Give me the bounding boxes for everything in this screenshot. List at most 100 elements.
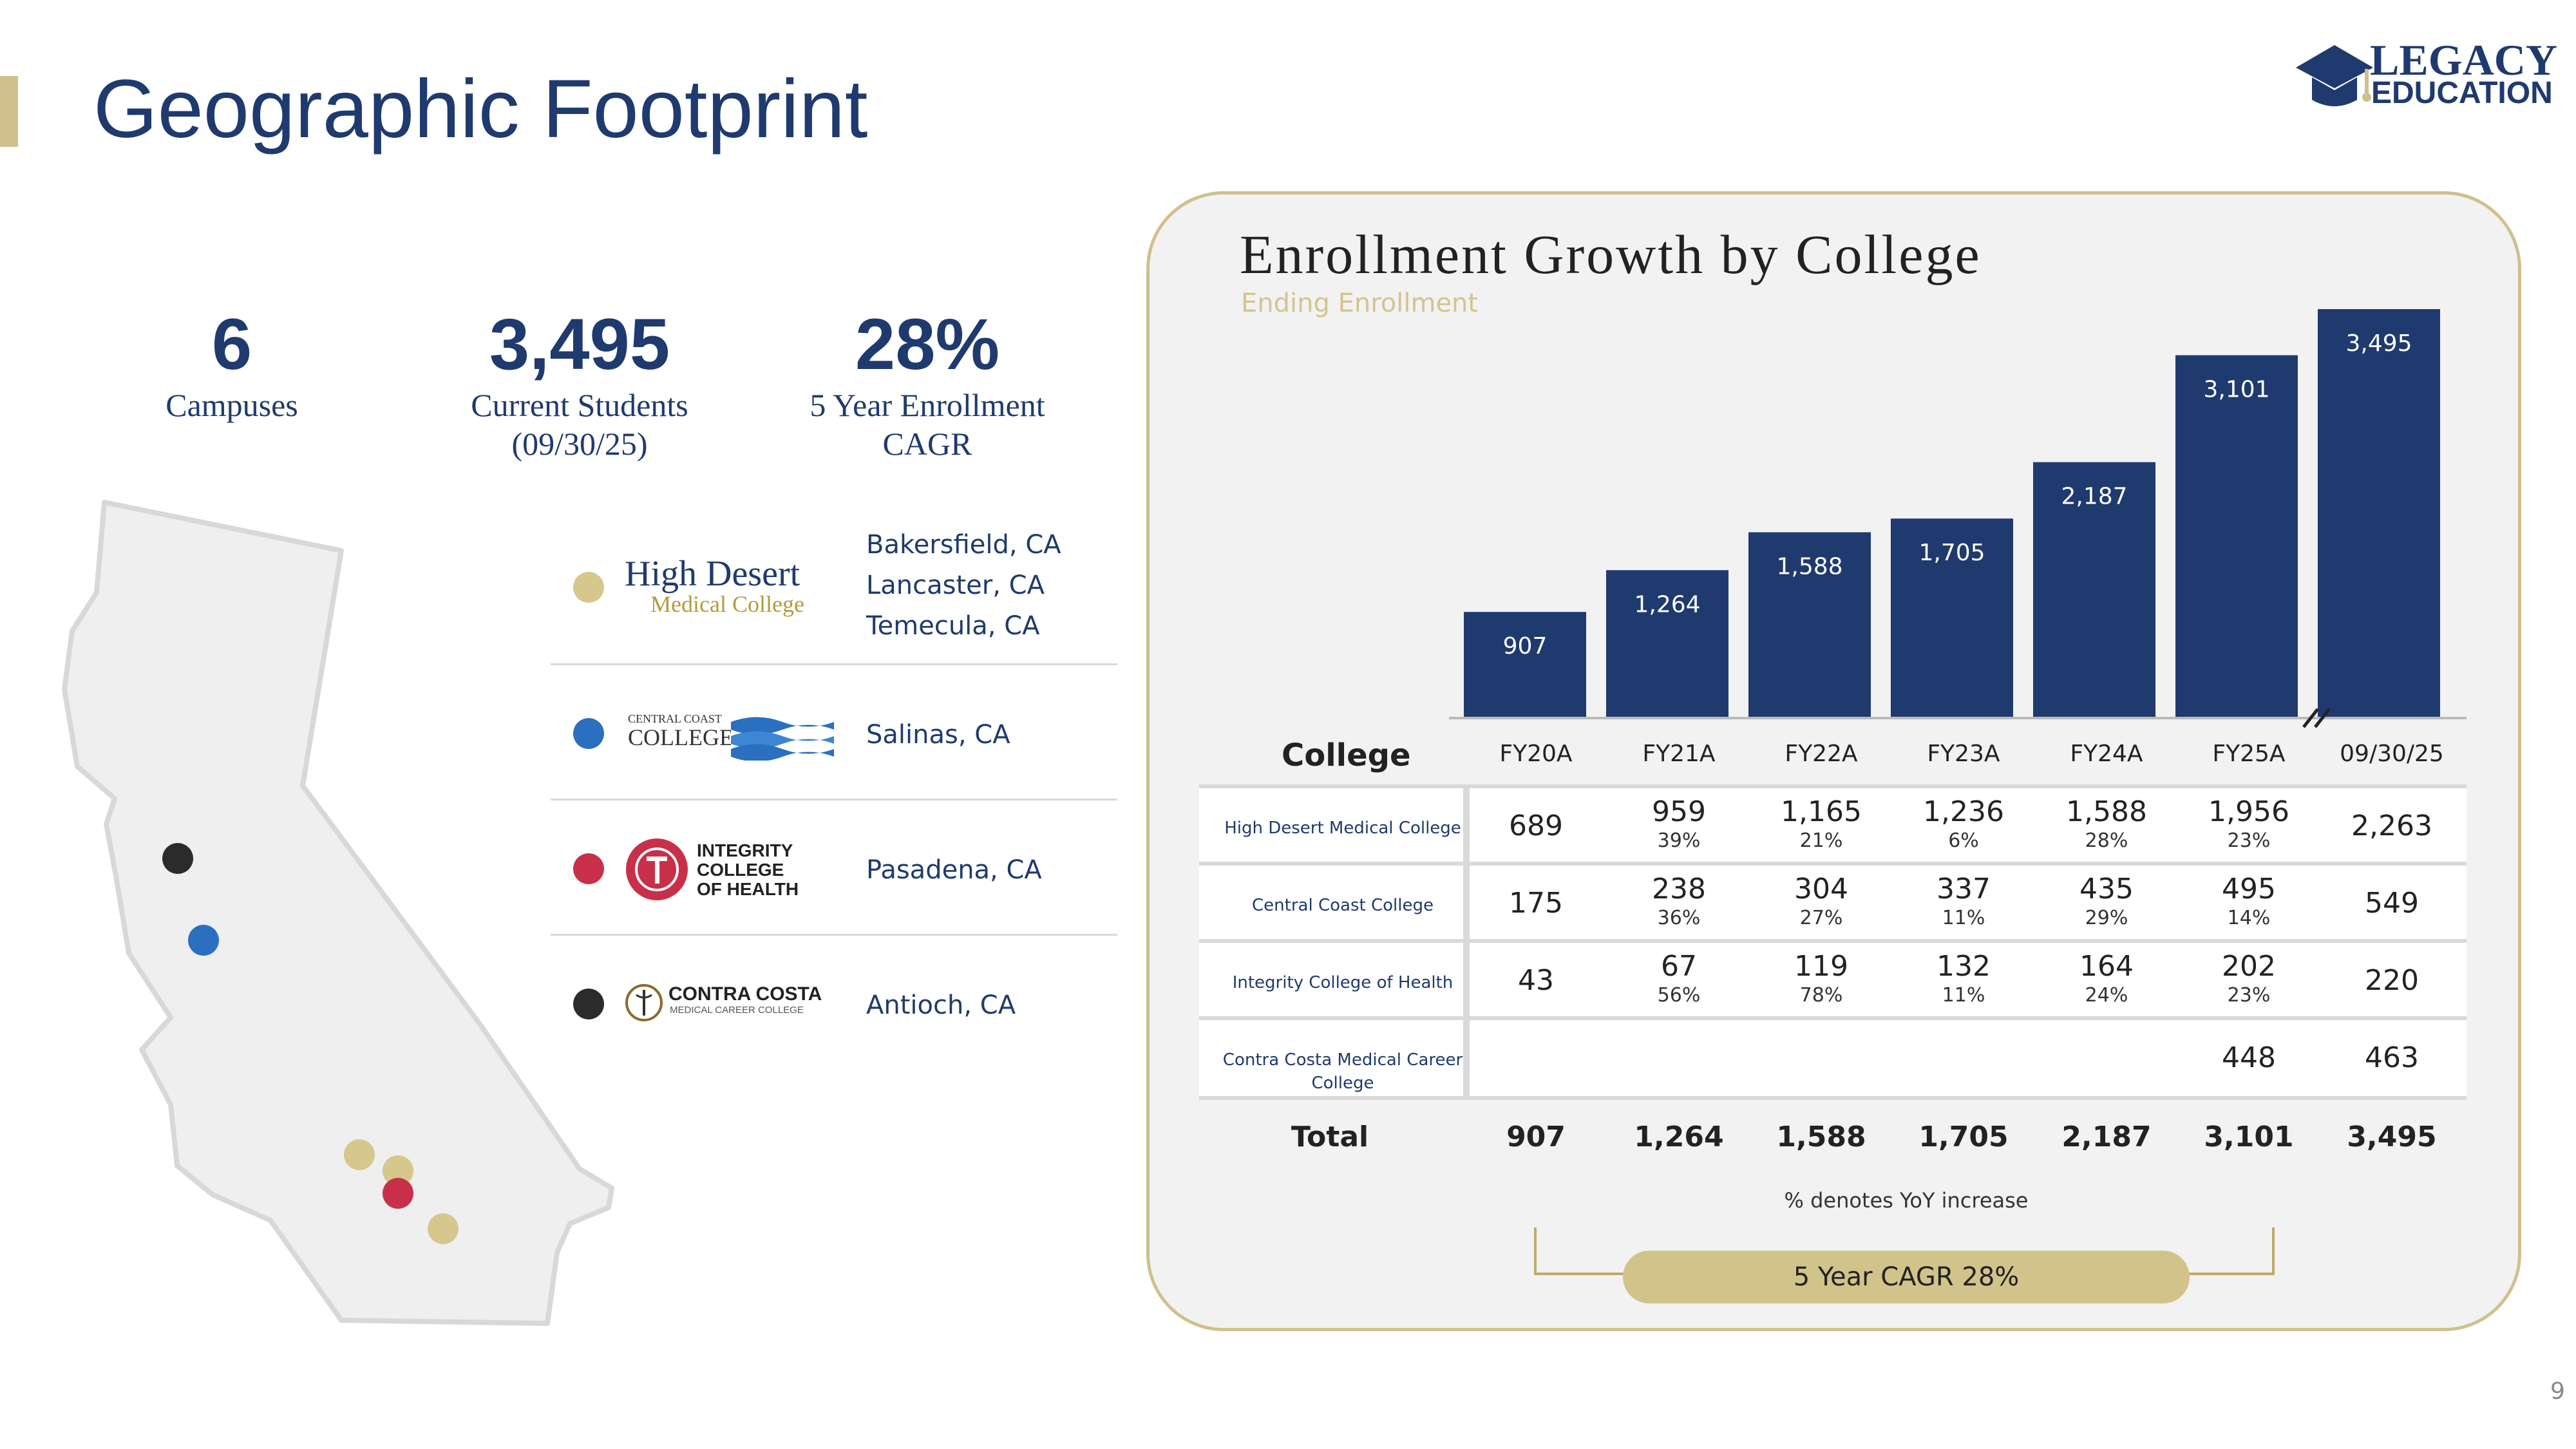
column-header: FY22A bbox=[1785, 741, 1858, 767]
location: Lancaster, CA bbox=[866, 571, 1045, 600]
table-cell-yoy: 29% bbox=[2085, 907, 2128, 929]
location-list: Bakersfield, CA Lancaster, CA Temecula, … bbox=[866, 525, 1061, 647]
integrity-emblem-icon bbox=[626, 838, 688, 900]
legend-dot-blue bbox=[573, 718, 604, 749]
caduceus-icon bbox=[625, 984, 663, 1021]
logo-line1: LEGACY bbox=[2370, 35, 2557, 84]
map-pin-lancaster bbox=[383, 1155, 413, 1186]
table-cell-yoy: 23% bbox=[2227, 829, 2271, 852]
college-row-contra-costa: CONTRA COSTA MEDICAL CAREER COLLEGE Anti… bbox=[551, 937, 1117, 1072]
table-row-divider bbox=[1199, 784, 2467, 788]
table-cell-value: 448 bbox=[2222, 1041, 2276, 1074]
central-coast-logo: CENTRAL COAST COLLEGE bbox=[628, 706, 847, 764]
california-map bbox=[62, 500, 614, 1326]
bar-value-label: 1,264 bbox=[1634, 591, 1700, 618]
logo-subtext: MEDICAL CAREER COLLEGE bbox=[670, 1005, 804, 1016]
logo-text: COLLEGE bbox=[697, 860, 784, 880]
bar-value-label: 2,187 bbox=[2061, 484, 2127, 510]
table-cell-value: 435 bbox=[2079, 873, 2134, 905]
axis-break-mark bbox=[2314, 708, 2331, 728]
enrollment-bar-chart: 907 1,264 1,588 1,705 2,187 3,101 3,495 bbox=[1449, 309, 2467, 728]
total-row-value: 1,264 bbox=[1634, 1121, 1724, 1153]
bar-FY24A bbox=[2033, 462, 2155, 718]
map-pin-bakersfield bbox=[344, 1139, 375, 1170]
table-cell-yoy: 21% bbox=[1799, 829, 1843, 852]
table-cell-yoy: 39% bbox=[1657, 829, 1701, 852]
table-cell-value: 164 bbox=[2079, 950, 2134, 983]
divider bbox=[551, 663, 1117, 665]
chart-subtitle: Ending Enrollment bbox=[1241, 289, 1479, 318]
legend-dot-gold bbox=[573, 572, 604, 603]
logo-text: CENTRAL COAST bbox=[628, 712, 722, 725]
total-row-value: 1,588 bbox=[1776, 1121, 1866, 1153]
table-row-college-label: Integrity College of Health bbox=[1232, 973, 1454, 992]
cagr-bracket bbox=[1534, 1227, 2275, 1275]
table-cell-value: 43 bbox=[1518, 964, 1554, 997]
logo-text: OF HEALTH bbox=[697, 879, 799, 899]
location: Bakersfield, CA bbox=[866, 530, 1061, 560]
table-cell-yoy: 24% bbox=[2085, 984, 2128, 1007]
table-cell-value: 202 bbox=[2222, 950, 2276, 983]
column-header: 09/30/25 bbox=[2340, 741, 2444, 767]
graduation-cap-icon bbox=[2296, 45, 2373, 106]
logo-text: INTEGRITY bbox=[697, 840, 793, 860]
table-row-college-label: High Desert Medical College bbox=[1224, 819, 1461, 838]
table-row-college-label: Contra Costa Medical Career College bbox=[1222, 1050, 1463, 1093]
table-cell-yoy: 23% bbox=[2227, 984, 2271, 1007]
table-cell-value: 1,236 bbox=[1923, 795, 2004, 828]
column-header: FY24A bbox=[2070, 741, 2143, 767]
location: Temecula, CA bbox=[866, 611, 1040, 641]
table-cell-value: 959 bbox=[1652, 795, 1706, 828]
high-desert-logo: High Desert Medical College bbox=[625, 556, 831, 627]
table-cell-yoy: 28% bbox=[2085, 829, 2128, 852]
college-column-header: College bbox=[1282, 737, 1411, 773]
college-row-integrity: INTEGRITY COLLEGE OF HEALTH Pasadena, CA bbox=[551, 802, 1117, 937]
college-row-high-desert: High Desert Medical College Bakersfield,… bbox=[551, 525, 1117, 660]
map-pin-pasadena bbox=[383, 1178, 413, 1209]
map-pin-antioch bbox=[162, 843, 193, 874]
bar-FY20A bbox=[1464, 612, 1586, 718]
table-cell-value: 337 bbox=[1937, 873, 1991, 905]
table-cell-value: 220 bbox=[2365, 964, 2419, 997]
column-header: FY21A bbox=[1642, 741, 1716, 767]
logo-text: CONTRA COSTA bbox=[668, 983, 822, 1005]
stat-current-students: 3,495 Current Students (09/30/25) bbox=[419, 303, 741, 463]
yoy-footnote: % denotes YoY increase bbox=[1784, 1188, 2029, 1213]
total-row-value: 1,705 bbox=[1918, 1121, 2009, 1153]
stat-label-cagr: CAGR bbox=[882, 426, 972, 462]
table-cell-value: 1,588 bbox=[2066, 795, 2147, 828]
stat-label: Current Students bbox=[471, 387, 688, 423]
table-cell-value: 1,165 bbox=[1781, 795, 1862, 828]
bar-FY21A bbox=[1606, 570, 1728, 718]
table-cell-yoy: 36% bbox=[1657, 907, 1701, 929]
table-cell-value: 549 bbox=[2365, 887, 2419, 920]
table-cell-value: 304 bbox=[1794, 873, 1848, 905]
legacy-education-logo: LEGACY EDUCATION bbox=[2293, 35, 2557, 113]
table-row-divider bbox=[1199, 1016, 2467, 1020]
map-pin-temecula bbox=[428, 1213, 459, 1244]
title-accent-bar bbox=[0, 76, 18, 147]
total-row-value: 907 bbox=[1506, 1121, 1566, 1153]
total-row-value: 3,101 bbox=[2204, 1121, 2294, 1153]
bar-value-label: 907 bbox=[1503, 633, 1548, 659]
table-row-divider bbox=[1199, 1096, 2467, 1100]
location: Antioch, CA bbox=[866, 990, 1016, 1020]
chart-title: Enrollment Growth by College bbox=[1240, 223, 1982, 285]
total-row-label: Total bbox=[1291, 1121, 1369, 1153]
axis-break-mark bbox=[2302, 708, 2319, 728]
stat-campuses: 6 Campuses bbox=[103, 303, 361, 424]
table-cell-yoy: 27% bbox=[1799, 907, 1843, 929]
stat-label: Campuses bbox=[166, 387, 298, 423]
table-cell-value: 495 bbox=[2222, 873, 2276, 905]
legend-dot-black bbox=[573, 989, 604, 1019]
college-row-central-coast: CENTRAL COAST COLLEGE Salinas, CA bbox=[551, 667, 1117, 802]
table-cell-value: 463 bbox=[2365, 1041, 2419, 1074]
stat-cagr: 28% 5 Year Enrollment CAGR bbox=[766, 303, 1088, 463]
divider bbox=[551, 799, 1117, 800]
bar-09/30/25 bbox=[2318, 309, 2440, 718]
table-cell-value: 689 bbox=[1509, 810, 1563, 842]
column-header: FY23A bbox=[1927, 741, 2000, 767]
stat-label-date: (09/30/25) bbox=[511, 426, 648, 462]
page-number: 9 bbox=[2550, 1378, 2565, 1405]
bar-FY23A bbox=[1891, 518, 2013, 718]
